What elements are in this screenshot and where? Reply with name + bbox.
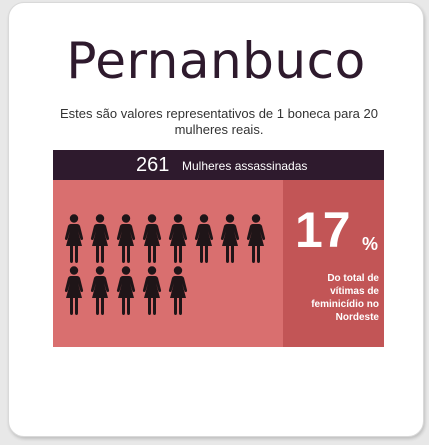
subtitle: Estes são valores representativos de 1 b… — [60, 106, 378, 137]
woman-figure-icon — [194, 214, 214, 263]
woman-figure-icon — [64, 266, 84, 315]
woman-figure-icon — [116, 266, 136, 315]
figures-panel — [53, 180, 283, 347]
woman-figure-icon — [168, 214, 188, 263]
count-bar: 261 Mulheres assassinadas — [53, 150, 384, 180]
woman-figure-icon — [90, 214, 110, 263]
stat-label: Do total de vítimas de feminicídio no No… — [311, 273, 379, 323]
stat-value: 17 — [295, 202, 351, 258]
woman-figure-icon — [220, 214, 240, 263]
page-title: Pernanbuco — [66, 32, 366, 90]
woman-figure-icon — [90, 266, 110, 315]
count-value: 261 — [136, 154, 170, 176]
woman-figure-icon — [168, 266, 188, 315]
woman-figure-icon — [142, 214, 162, 263]
woman-figure-icon — [64, 214, 84, 263]
woman-figure-icon — [246, 214, 266, 263]
stat-unit: % — [362, 234, 379, 254]
infographic-card: Pernanbuco Estes são valores representat… — [8, 2, 424, 437]
woman-figure-icon — [116, 214, 136, 263]
count-label: Mulheres assassinadas — [182, 159, 308, 173]
stat-panel: 17 % Do total de vítimas de feminicídio … — [283, 180, 384, 347]
figure-row-2 — [64, 266, 188, 316]
infographic-panel: 261 Mulheres assassinadas 17 % Do total … — [53, 150, 384, 347]
woman-figure-icon — [142, 266, 162, 315]
figure-row-1 — [64, 214, 266, 264]
